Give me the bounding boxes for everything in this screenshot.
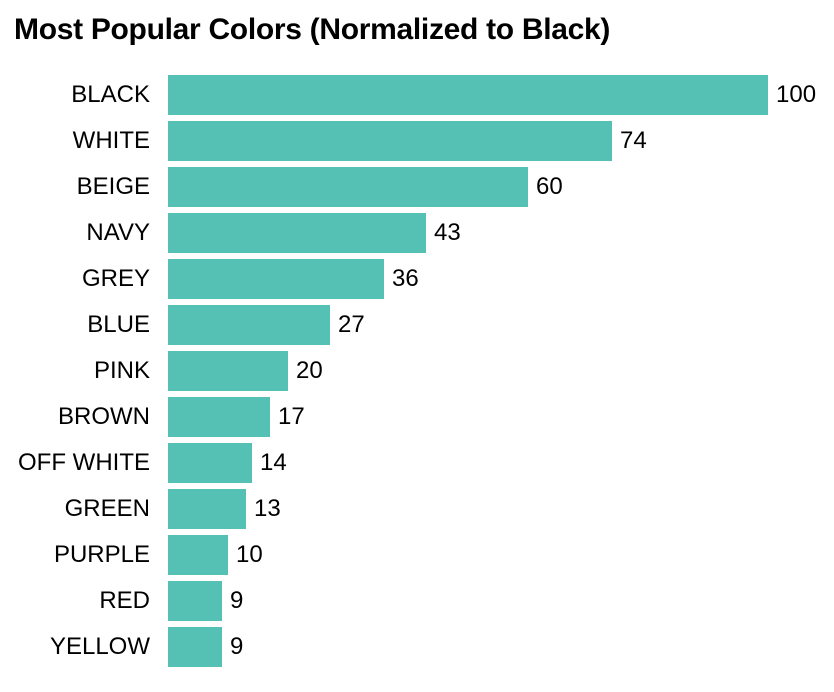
bar [168, 213, 426, 253]
bar [168, 627, 222, 667]
chart-row: PURPLE 10 [0, 535, 834, 575]
chart-row: RED 9 [0, 581, 834, 621]
chart-row: PINK 20 [0, 351, 834, 391]
chart-row: BROWN 17 [0, 397, 834, 437]
category-label: GREY [81, 265, 150, 292]
value-label: 10 [236, 541, 263, 568]
chart-row: OFF WHITE 14 [0, 443, 834, 483]
value-label: 20 [296, 357, 323, 384]
category-label: OFF WHITE [18, 449, 150, 476]
value-label: 13 [254, 495, 281, 522]
category-label: BROWN [58, 403, 150, 430]
bar [168, 259, 384, 299]
chart-row: BLACK 100 [0, 75, 834, 115]
bar [168, 397, 270, 437]
bar [168, 581, 222, 621]
chart-rows: BLACK 100 WHITE 74 BEIGE 60 NAVY 43 GREY 36 BLUE 27… [0, 75, 834, 667]
category-label: YELLOW [49, 633, 150, 660]
category-label: BLACK [71, 81, 150, 108]
bar [168, 443, 252, 483]
bar [168, 305, 330, 345]
chart-row: GREEN 13 [0, 489, 834, 529]
bar [168, 351, 288, 391]
chart-row: NAVY 43 [0, 213, 834, 253]
value-label: 9 [230, 587, 244, 614]
value-label: 17 [278, 403, 305, 430]
category-label: GREEN [64, 495, 150, 522]
value-label: 60 [536, 173, 563, 200]
category-label: NAVY [86, 219, 150, 246]
category-label: PINK [93, 357, 150, 384]
value-label: 9 [230, 633, 244, 660]
category-label: WHITE [72, 127, 150, 154]
category-label: RED [99, 587, 150, 614]
category-label: BLUE [87, 311, 150, 338]
bar [168, 535, 228, 575]
bar [168, 489, 246, 529]
value-label: 14 [260, 449, 287, 476]
category-label: PURPLE [53, 541, 150, 568]
bar [168, 121, 612, 161]
chart-row: BEIGE 60 [0, 167, 834, 207]
chart-row: GREY 36 [0, 259, 834, 299]
category-label: BEIGE [76, 173, 150, 200]
bar [168, 167, 528, 207]
value-label: 43 [434, 219, 461, 246]
value-label: 27 [338, 311, 365, 338]
chart-title: Most Popular Colors (Normalized to Black… [14, 13, 611, 46]
bar [168, 75, 768, 115]
chart-row: YELLOW 9 [0, 627, 834, 667]
value-label: 74 [620, 127, 647, 154]
chart-row: BLUE 27 [0, 305, 834, 345]
value-label: 36 [392, 265, 419, 292]
value-label: 100 [776, 81, 817, 108]
chart-row: WHITE 74 [0, 121, 834, 161]
